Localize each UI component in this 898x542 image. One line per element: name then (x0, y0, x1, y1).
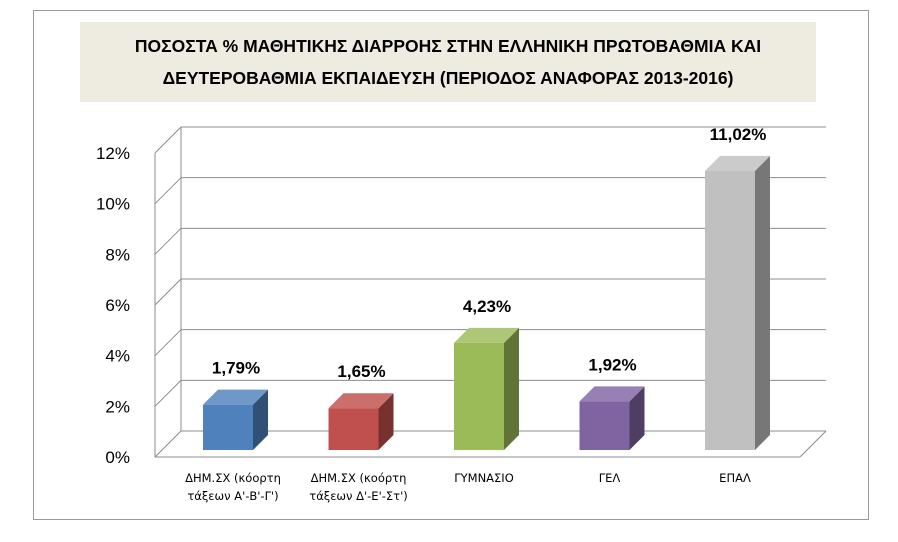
y-tick-label: 0% (105, 448, 130, 467)
chart-title-line-1: ΠΟΣΟΣΤΑ % ΜΑΘΗΤΙΚΗΣ ΔΙΑΡΡΟΗΣ ΣΤΗΝ ΕΛΛΗΝΙ… (134, 36, 762, 56)
chart-title-box: ΠΟΣΟΣΤΑ % ΜΑΘΗΤΙΚΗΣ ΔΙΑΡΡΟΗΣ ΣΤΗΝ ΕΛΛΗΝΙ… (80, 22, 816, 102)
x-tick-label-line: τάξεων Α'-Β'-Γ') (187, 489, 279, 503)
bar (579, 401, 630, 450)
x-tick-label: ΓΥΜΝΑΣΙΟ (419, 469, 549, 487)
x-tick-label-line: ΓΥΜΝΑΣΙΟ (454, 471, 514, 485)
bar-side (253, 389, 268, 450)
x-tick-label-line: ΕΠΑΛ (719, 471, 751, 485)
bar-top (328, 393, 394, 409)
x-tick-label: ΓΕΛ (545, 469, 675, 487)
bar-top (454, 327, 519, 343)
data-label: 4,23% (463, 297, 511, 316)
bar (454, 342, 504, 450)
bar (203, 404, 253, 450)
bar (328, 408, 379, 450)
bar-top (705, 155, 770, 171)
floor-right-edge (799, 430, 827, 458)
x-tick-label-line: ΔΗΜ.ΣΧ (κοόρτη (310, 471, 407, 485)
data-label: 1,92% (588, 355, 636, 374)
bar-side (504, 327, 519, 450)
x-tick-label-line: ΓΕΛ (598, 471, 621, 485)
bar (705, 170, 755, 450)
y-tick-label: 4% (105, 347, 130, 366)
data-label: 1,79% (212, 359, 260, 378)
data-label: 1,65% (337, 362, 385, 381)
y-tick-label: 10% (96, 195, 130, 214)
bar-side (755, 155, 770, 450)
gridline-depth (154, 227, 182, 255)
x-tick-label: ΕΠΑΛ (670, 469, 800, 487)
gridline-depth (154, 329, 182, 357)
data-label: 11,02% (710, 125, 767, 144)
x-tick-label-line: ΔΗΜ.ΣΧ (κόορτη (185, 471, 281, 485)
gridline-depth (154, 379, 182, 407)
gridline-depth (154, 430, 182, 458)
y-tick-label: 6% (105, 296, 130, 315)
gridline-depth (154, 278, 182, 306)
gridline-depth (154, 177, 182, 205)
chart-title-line-2: ΔΕΥΤΕΡΟΒΑΘΜΙΑ ΕΚΠΑΙΔΕΥΣΗ (ΠΕΡΙΟΔΟΣ ΑΝΑΦΟ… (162, 68, 734, 88)
y-tick-label: 8% (105, 245, 130, 264)
bar-side (378, 393, 394, 450)
x-tick-label-line: τάξεων Δ'-Ε'-Στ') (309, 489, 408, 503)
bar-top (203, 389, 268, 405)
x-tick-label: ΔΗΜ.ΣΧ (κοόρτη τάξεων Δ'-Ε'-Στ') (294, 469, 424, 505)
gridline-depth (154, 126, 182, 154)
y-tick-label: 12% (96, 144, 130, 163)
x-tick-label: ΔΗΜ.ΣΧ (κόορτη τάξεων Α'-Β'-Γ') (168, 469, 298, 505)
bar-top (579, 386, 645, 402)
bar-side (629, 386, 645, 450)
y-tick-label: 2% (105, 397, 130, 416)
